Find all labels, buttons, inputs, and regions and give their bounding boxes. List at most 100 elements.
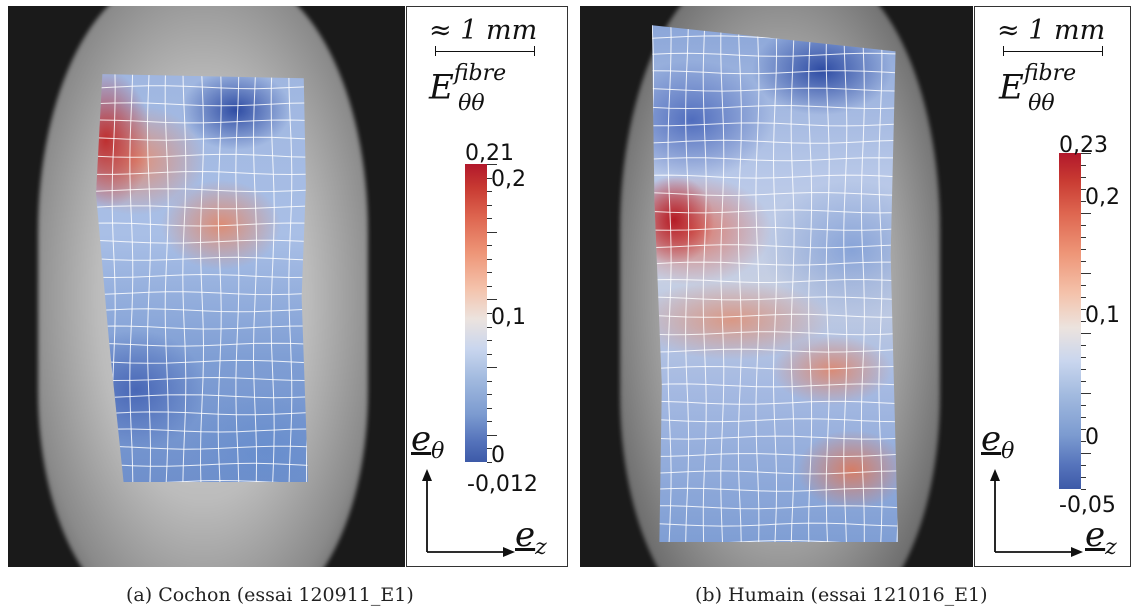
colorbar-tick (487, 380, 492, 382)
grid-line-horizontal (96, 170, 308, 176)
grid-line-vertical (199, 74, 205, 482)
colorbar-tick (487, 421, 492, 423)
grid-line-horizontal (652, 244, 898, 249)
tick-label-0-2-b: 0,2 (1085, 185, 1120, 210)
colorbar-tick (1081, 285, 1086, 286)
axis-label-theta-b: eθ (981, 419, 1015, 464)
grid-line-horizontal (652, 296, 898, 301)
grid-line-horizontal (652, 505, 898, 510)
tick-label-0-1-b: 0,1 (1085, 303, 1120, 328)
colorbar-tick (487, 394, 492, 396)
colorbar-tick (1081, 321, 1086, 322)
grid-line-vertical (860, 25, 865, 542)
scale-label-a: ≈ 1 mm (429, 15, 538, 46)
grid-line-vertical (217, 74, 222, 482)
tick-label-0-b: 0 (1085, 425, 1099, 450)
quantity-label-b: Efibreθθ (999, 61, 1077, 117)
grid-line-horizontal (652, 539, 898, 542)
grid-line-vertical (843, 25, 848, 542)
grid-line-horizontal (652, 348, 898, 353)
colorbar-tick (487, 177, 492, 179)
colorbar-tick (487, 231, 497, 233)
grid-line-vertical (235, 74, 240, 482)
colorbar-tick (487, 462, 492, 463)
grid-mesh-a (96, 74, 308, 482)
colorbar-tick (487, 164, 497, 165)
colorbar-tick (1081, 309, 1086, 310)
grid-line-vertical (878, 25, 883, 542)
colorbar-tick (487, 245, 492, 247)
scale-bar-a (435, 46, 535, 56)
colorbar-tick (1081, 237, 1086, 238)
grid-line-horizontal (652, 192, 898, 197)
grid-line-vertical (702, 25, 707, 542)
grid-line-horizontal (652, 383, 898, 388)
grid-line-vertical (129, 74, 134, 482)
grid-line-horizontal (652, 418, 898, 423)
colorbar-tick (1081, 261, 1086, 262)
colorbar-tick (487, 340, 492, 342)
colorbar-tick (1081, 381, 1086, 382)
colorbar-tick (1081, 417, 1086, 418)
strain-field-b (652, 25, 898, 542)
grid-line-horizontal (96, 359, 308, 364)
colorbar-tick (1081, 225, 1086, 226)
tick-label-max-b: 0,23 (1059, 133, 1108, 158)
grid-line-horizontal (652, 139, 898, 144)
colorbar-tick (1081, 405, 1086, 406)
colorbar-tick (487, 434, 497, 436)
caption-a: (a) Cochon (essai 120911_E1) (126, 584, 414, 606)
colorbar-tick (487, 299, 497, 301)
photo-panel-b (580, 6, 973, 567)
photo-panel-a (8, 6, 405, 567)
tick-label-min-a: -0,012 (467, 472, 538, 497)
colorbar-tick (487, 218, 492, 220)
legend-panel-a: ≈ 1 mm Efibreθθ 0,21 0,2 0,1 0 -0,012 eθ… (406, 6, 568, 567)
axis-arrows-b (990, 469, 1083, 557)
colorbar-tick (1081, 465, 1086, 466)
grid-line-horizontal (652, 470, 898, 475)
colorbar-tick (1081, 333, 1091, 334)
colorbar-tick (487, 191, 492, 193)
grid-line-horizontal (652, 122, 898, 127)
colorbar-tick (1081, 453, 1091, 454)
colorbar-tick (487, 326, 492, 328)
grid-line-vertical (790, 25, 795, 542)
grid-line-horizontal (96, 445, 308, 450)
colorbar-tick (1081, 213, 1091, 214)
grid-line-horizontal (96, 308, 308, 313)
grid-line-horizontal (652, 87, 898, 92)
grid-line-horizontal (96, 376, 308, 382)
colorbar-tick (1081, 177, 1086, 178)
scale-label-b: ≈ 1 mm (997, 15, 1106, 46)
axis-label-z-a: ez (515, 515, 547, 560)
axis-arrows-a (422, 469, 515, 557)
grid-line-horizontal (96, 239, 308, 244)
grid-line-horizontal (652, 104, 898, 110)
grid-line-horizontal (652, 435, 898, 440)
colorbar-tick (1081, 477, 1086, 478)
grid-line-horizontal (652, 52, 898, 57)
grid-line-horizontal (96, 462, 308, 467)
colorbar-tick (1081, 165, 1086, 166)
tick-label-0-1-a: 0,1 (491, 305, 526, 330)
grid-line-horizontal (652, 453, 898, 458)
grid-line-horizontal (652, 365, 898, 370)
colorbar-tick (487, 313, 492, 314)
colorbar-tick (1081, 357, 1086, 358)
grid-line-vertical (685, 25, 690, 542)
colorbar-tick (1081, 345, 1086, 346)
scale-bar-b (1003, 46, 1103, 56)
colorbar-tick (1081, 153, 1091, 154)
grid-line-horizontal (652, 522, 898, 527)
grid-line-vertical (772, 25, 778, 542)
grid-line-vertical (270, 74, 275, 482)
grid-line-horizontal (652, 400, 898, 405)
colorbar-tick (487, 272, 492, 274)
grid-line-vertical (737, 25, 742, 542)
colorbar-tick (1081, 201, 1086, 202)
grid-line-vertical (288, 74, 293, 482)
strain-field-a (96, 74, 308, 482)
grid-line-horizontal (96, 188, 308, 193)
tick-label-0-a: 0 (491, 443, 505, 468)
